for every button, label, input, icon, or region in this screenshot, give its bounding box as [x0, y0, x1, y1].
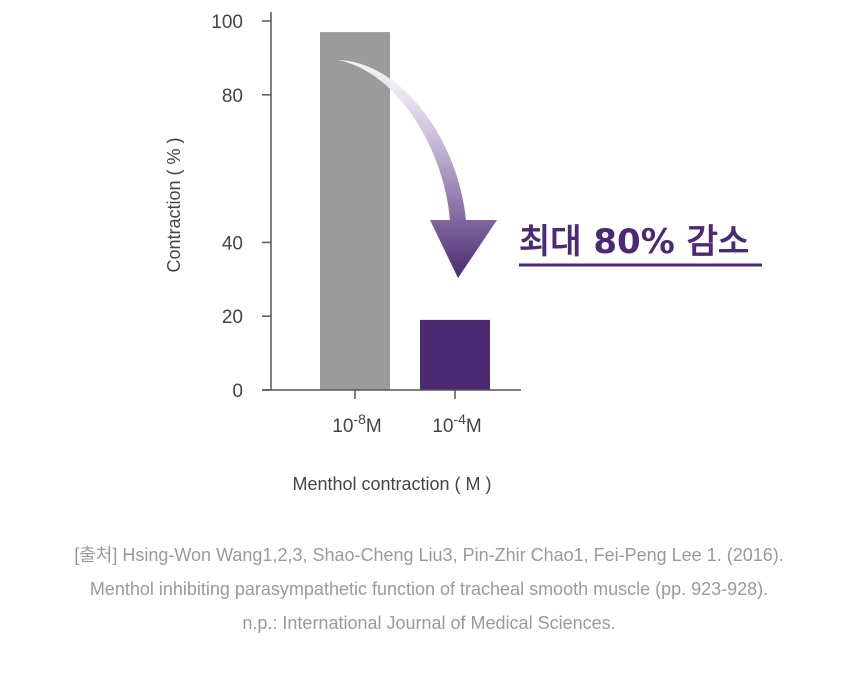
citation-line-3: n.p.: International Journal of Medical S…: [242, 613, 616, 633]
y-tick-label: 40: [222, 233, 243, 254]
y-ticks: 0 20 40 80 100: [211, 12, 271, 402]
y-tick-label: 100: [211, 12, 243, 33]
x-axis-title: Menthol contraction ( M ): [292, 474, 491, 494]
y-tick-label: 0: [232, 381, 243, 402]
bar-2: [420, 319, 490, 390]
y-tick-label: 80: [222, 86, 243, 107]
x-tick-label: 10-4M: [432, 411, 481, 437]
citation: [출처] Hsing-Won Wang1,2,3, Shao-Cheng Liu…: [0, 538, 858, 640]
citation-line-2: Menthol inhibiting parasympathetic funct…: [89, 579, 769, 599]
decrease-arrow-icon: [338, 60, 497, 278]
y-axis-title: Contraction ( % ): [164, 137, 184, 272]
y-tick-label: 20: [222, 307, 243, 328]
x-tick-label: 10-8M: [332, 411, 381, 437]
x-ticks: 10-8M 10-4M: [332, 390, 482, 437]
bar-1: [320, 32, 390, 390]
callout-text: 최대 80% 감소: [519, 222, 749, 262]
bars: [320, 32, 490, 390]
citation-line-1: [출처] Hsing-Won Wang1,2,3, Shao-Cheng Liu…: [74, 545, 784, 565]
